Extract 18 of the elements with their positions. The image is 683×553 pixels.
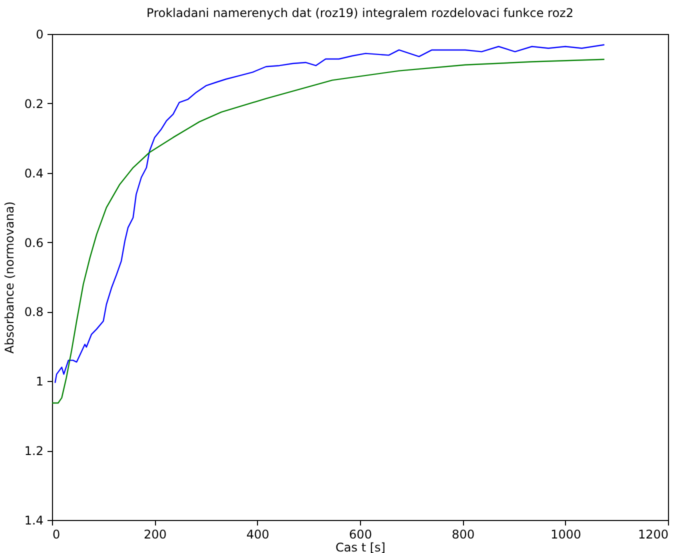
- y-tick-label: 0.4: [24, 166, 44, 180]
- y-axis-title: Absorbance (normovana): [2, 201, 16, 354]
- x-tick-label: 0: [52, 528, 60, 542]
- y-tick-label: 1.2: [24, 444, 44, 458]
- chart-title: Prokladani namerenych dat (roz19) integralem rozdelovaci funkce roz2: [146, 6, 574, 20]
- y-tick-label: 1: [36, 374, 44, 389]
- x-tick-label: 800: [452, 528, 475, 542]
- y-tick-label: 0.2: [24, 96, 44, 111]
- y-tick-label: 1.4: [24, 514, 44, 528]
- x-tick-label: 200: [144, 528, 167, 542]
- x-axis-title: Cas t [s]: [336, 540, 386, 553]
- y-tick-label: 0.8: [24, 305, 44, 320]
- x-tick-label: 400: [246, 528, 270, 542]
- y-tick-label: 0.6: [24, 236, 44, 250]
- x-tick-label: 1200: [638, 528, 668, 542]
- y-tick-label: 0: [36, 28, 44, 42]
- x-tick-label: 1000: [550, 528, 582, 542]
- x-tick-label: 600: [349, 528, 372, 542]
